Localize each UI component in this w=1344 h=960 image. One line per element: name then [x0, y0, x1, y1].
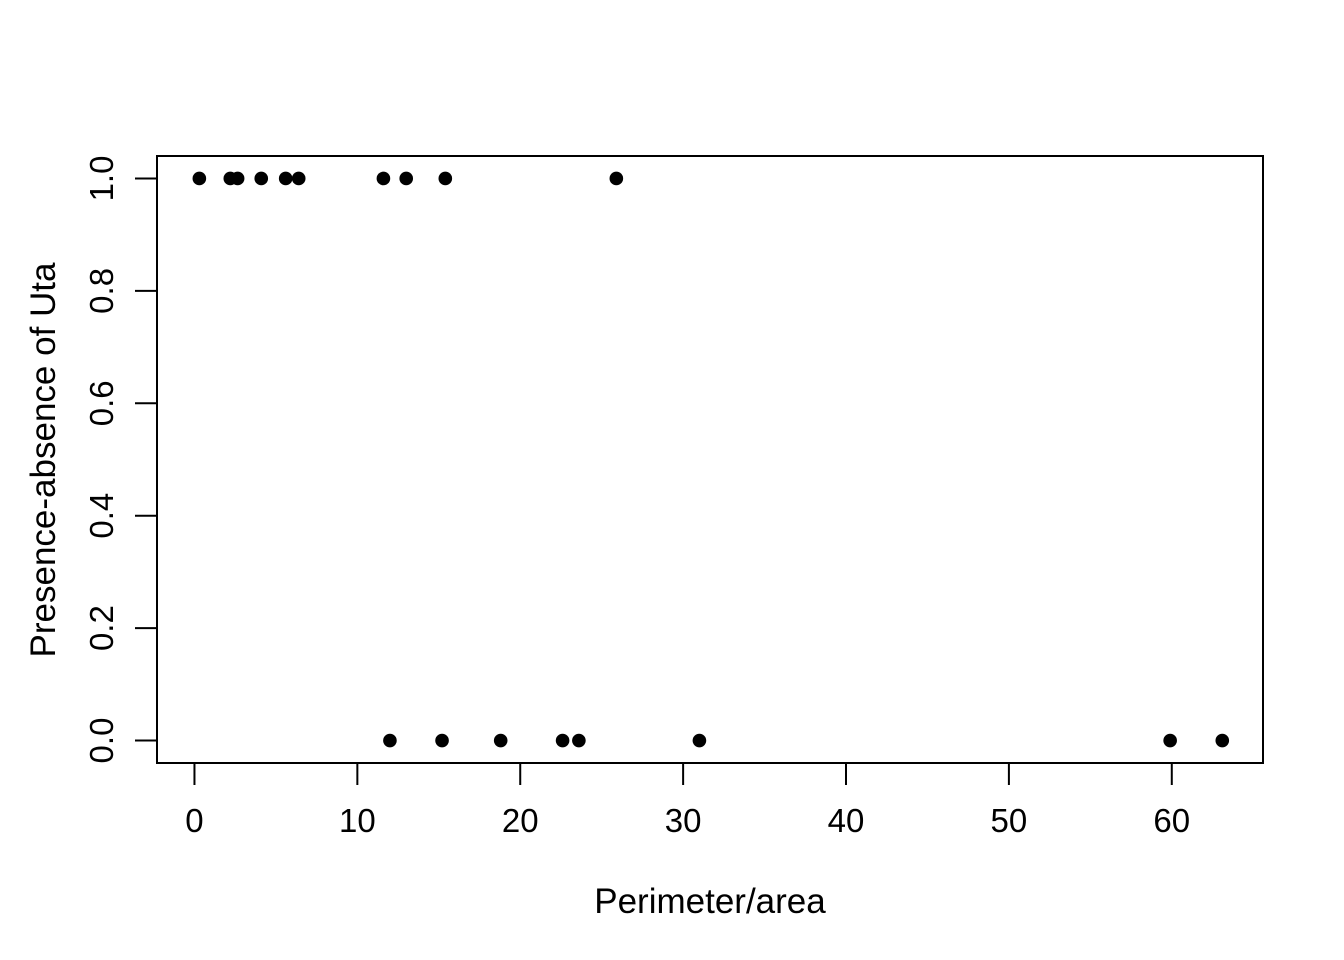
- y-tick-label: 0.4: [83, 493, 120, 539]
- y-tick-label: 0.2: [83, 605, 120, 651]
- data-point: [493, 733, 508, 748]
- data-point: [692, 733, 707, 748]
- x-tick-label: 10: [339, 802, 376, 839]
- x-tick-label: 50: [991, 802, 1028, 839]
- data-point: [254, 171, 269, 186]
- data-point: [438, 171, 453, 186]
- x-tick-label: 0: [185, 802, 203, 839]
- y-tick-label: 0.6: [83, 380, 120, 426]
- data-point: [609, 171, 624, 186]
- x-tick-label: 20: [502, 802, 539, 839]
- x-tick-label: 40: [828, 802, 865, 839]
- data-point: [192, 171, 207, 186]
- data-point: [383, 733, 397, 748]
- y-tick-label: 1.0: [83, 156, 120, 202]
- plot-layer: 0 10 20 30 40 50 60 0.0 0.2 0.4 0.6 0.8 1.0: [83, 155, 1264, 839]
- x-tick-label: 30: [665, 802, 702, 839]
- data-point: [230, 171, 245, 186]
- plot-border: [156, 155, 1264, 764]
- data-point: [1163, 733, 1177, 748]
- data-point: [376, 171, 391, 186]
- x-axis-title: Perimeter/area: [594, 882, 826, 921]
- data-point: [291, 171, 306, 186]
- data-point: [278, 171, 293, 186]
- data-point: [555, 733, 570, 748]
- x-tick-label: 60: [1153, 802, 1190, 839]
- data-point: [399, 171, 414, 186]
- y-tick-label: 0.8: [83, 268, 120, 314]
- y-axis-title: Presence-absence of Uta: [24, 262, 63, 657]
- data-point: [572, 733, 586, 748]
- data-point: [435, 733, 449, 748]
- y-tick-label: 0.0: [83, 718, 120, 764]
- data-point: [1215, 733, 1230, 748]
